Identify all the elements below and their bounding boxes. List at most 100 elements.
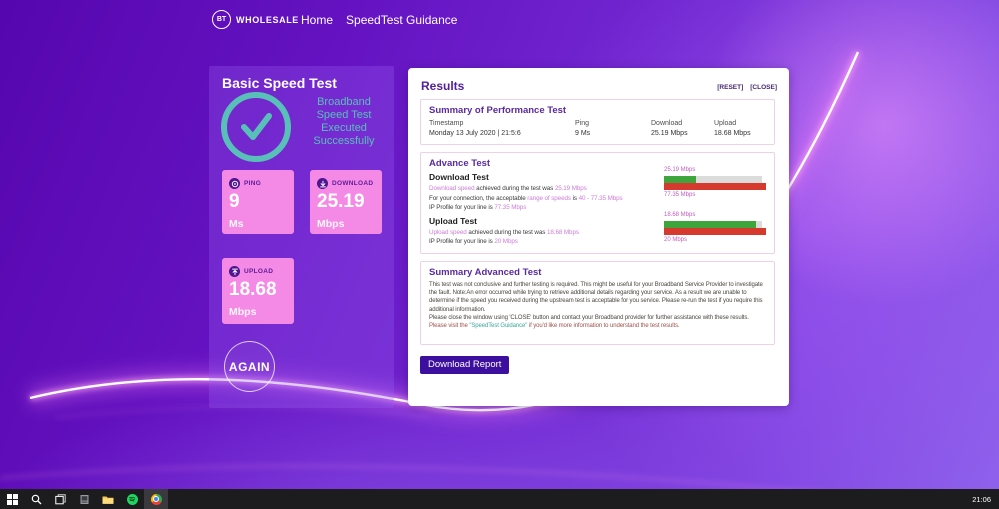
basic-speed-test-panel: Basic Speed Test Broadband Speed Test Ex…: [209, 66, 394, 408]
download-bar-red: [664, 183, 766, 190]
upload-test-heading: Upload Test: [429, 215, 478, 226]
summary-performance-box: Summary of Performance Test Timestamp Mo…: [420, 99, 775, 145]
start-button[interactable]: [0, 489, 24, 509]
summary-table: Timestamp Monday 13 July 2020 | 21:5:6 P…: [429, 120, 766, 137]
reset-link[interactable]: [RESET]: [717, 84, 744, 91]
bt-wholesale-logo[interactable]: BT WHOLESALE: [212, 10, 299, 29]
status-line: Executed: [321, 122, 367, 134]
download-line-2: For your connection, the acceptable rang…: [429, 194, 660, 204]
task-view-icon[interactable]: [48, 489, 72, 509]
hl-download-speed: Download speed: [429, 185, 475, 192]
site-header: BT WHOLESALE Home SpeedTest Guidance: [0, 0, 999, 46]
advance-test-text: Advance Test Download Test Download spee…: [429, 158, 664, 248]
hl-range-of-speeds: range of speeds: [527, 194, 571, 202]
download-result-value: 25.19 Mbps: [651, 130, 688, 137]
windows-taskbar: 21:06: [0, 489, 999, 509]
status-line: Speed Test: [316, 109, 372, 121]
ping-result-value: 9 Ms: [575, 130, 591, 137]
download-report-button[interactable]: Download Report: [420, 356, 510, 374]
text: For your connection, the acceptable: [429, 194, 528, 202]
download-test-heading: Download Test: [429, 172, 489, 182]
text: is: [570, 194, 579, 202]
success-check-icon: [221, 92, 291, 162]
download-column: Download 25.19 Mbps: [651, 120, 714, 137]
ping-header: Ping: [575, 120, 590, 127]
upload-bar-chart: 18.68 Mbps 20 Mbps: [664, 212, 766, 244]
ping-unit: Ms: [229, 218, 244, 230]
upload-column: Upload 18.68 Mbps: [714, 120, 766, 137]
ping-value: 9: [229, 191, 240, 212]
download-icon: [317, 178, 328, 189]
text: IP Profile for your line is: [429, 238, 495, 245]
file-explorer-icon[interactable]: [96, 489, 120, 509]
hl-ip-profile-download: 77.35 Mbps: [494, 204, 527, 211]
guidance-instruction: Please visit the "SpeedTest Guidance" if…: [429, 322, 766, 330]
summary-performance-title: Summary of Performance Test: [429, 105, 567, 116]
again-button[interactable]: AGAIN: [224, 341, 275, 392]
text: achieved during the test was: [474, 185, 555, 192]
speedtest-guidance-link[interactable]: "SpeedTest Guidance": [469, 323, 528, 330]
hl-upload-value: 18.68 Mbps: [546, 228, 579, 236]
download-bar-track: [664, 176, 762, 183]
advance-test-title: Advance Test: [429, 158, 491, 169]
download-value: 25.19: [317, 191, 365, 212]
hl-range-values: 40 - 77.35 Mbps: [578, 194, 623, 202]
download-bar-top-label: 25.19 Mbps: [664, 167, 696, 173]
test-status-text: Broadband Speed Test Executed Successful…: [303, 96, 385, 148]
download-label: DOWNLOAD: [332, 180, 374, 187]
text: achieved during the test was: [466, 228, 547, 236]
basic-test-title: Basic Speed Test: [222, 75, 337, 91]
upload-line-1: Upload speed achieved during the test wa…: [429, 228, 660, 238]
upload-result-value: 18.68 Mbps: [714, 130, 751, 137]
download-bar-bottom-label: 77.35 Mbps: [664, 192, 696, 198]
download-line-1: Download speed achieved during the test …: [429, 184, 660, 194]
upload-line-2: IP Profile for your line is 20 Mbps: [429, 237, 660, 247]
advance-test-box: Advance Test Download Test Download spee…: [420, 152, 775, 254]
ping-icon: [229, 178, 240, 189]
app-window-icon[interactable]: [72, 489, 96, 509]
results-panel: Results [RESET] [CLOSE] Summary of Perfo…: [408, 68, 789, 406]
upload-header: Upload: [714, 120, 737, 127]
summary-advanced-paragraph: This test was not conclusive and further…: [429, 282, 763, 313]
download-metric-card: DOWNLOAD 25.19 Mbps: [310, 170, 382, 234]
hl-upload-speed: Upload speed: [429, 228, 467, 236]
text: IP Profile for your line is: [429, 204, 495, 211]
hl-download-value: 25.19 Mbps: [554, 185, 587, 192]
upload-unit: Mbps: [229, 306, 257, 318]
upload-bar-top-label: 18.68 Mbps: [664, 212, 696, 218]
search-icon[interactable]: [24, 489, 48, 509]
text: if you'd like more information to unders…: [527, 323, 680, 330]
upload-bar-track: [664, 221, 762, 228]
chrome-icon[interactable]: [144, 489, 168, 509]
panel-links: [RESET] [CLOSE]: [717, 84, 777, 91]
bt-logo-icon: BT: [212, 10, 231, 29]
main-nav: Home SpeedTest Guidance: [301, 13, 457, 27]
upload-icon: [229, 266, 240, 277]
text: Please visit the: [429, 323, 470, 330]
upload-metric-card: UPLOAD 18.68 Mbps: [222, 258, 294, 324]
download-bar-green-fill: [664, 176, 696, 183]
taskbar-clock[interactable]: 21:06: [972, 494, 991, 504]
summary-advanced-box: Summary Advanced Test This test was not …: [420, 261, 775, 345]
timestamp-value: Monday 13 July 2020 | 21:5:6: [429, 130, 521, 137]
upload-value: 18.68: [229, 279, 277, 300]
logo-wholesale-text: WHOLESALE: [236, 14, 299, 25]
spotify-icon[interactable]: [120, 489, 144, 509]
ping-column: Ping 9 Ms: [575, 120, 651, 137]
timestamp-column: Timestamp Monday 13 July 2020 | 21:5:6: [429, 120, 575, 137]
summary-advanced-title: Summary Advanced Test: [429, 267, 542, 278]
close-link[interactable]: [CLOSE]: [750, 84, 777, 91]
nav-item-speedtest-guidance[interactable]: SpeedTest Guidance: [346, 13, 458, 27]
download-unit: Mbps: [317, 218, 345, 230]
download-header: Download: [651, 120, 683, 127]
ping-label: PING: [244, 180, 262, 187]
nav-item-home[interactable]: Home: [301, 13, 334, 27]
upload-bar-red: [664, 228, 766, 235]
status-line: Broadband: [317, 96, 371, 108]
speed-bar-charts: 25.19 Mbps 77.35 Mbps 18.68 Mbps 20 Mbps: [664, 158, 766, 248]
upload-label: UPLOAD: [244, 268, 274, 275]
bt-logo-text: BT: [216, 16, 227, 23]
upload-bar-bottom-label: 20 Mbps: [664, 237, 688, 243]
timestamp-header: Timestamp: [429, 120, 464, 127]
